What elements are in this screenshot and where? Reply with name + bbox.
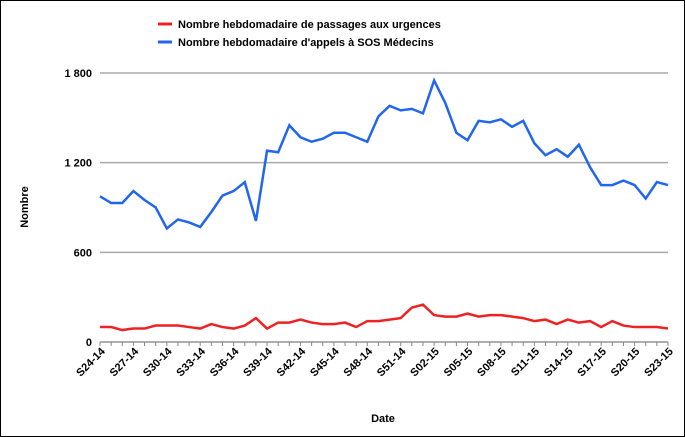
x-tick-label: S02-15 [408,346,442,380]
x-tick-label: S20-15 [609,346,643,380]
x-tick-label: S24-14 [74,345,108,379]
y-axis-label: Nombre [19,186,31,228]
legend-label: Nombre hebdomadaire de passages aux urge… [178,19,441,31]
x-tick-label: S39-14 [241,345,275,379]
x-axis-label: Date [371,413,395,425]
legend-label: Nombre hebdomadaire d'appels à SOS Médec… [178,37,434,49]
x-tick-label: S51-14 [375,345,409,379]
y-tick-label: 1 200 [64,158,92,170]
y-tick-label: 600 [74,247,92,259]
x-tick-label: S08-15 [475,346,509,380]
x-tick-label: S23-15 [642,346,676,380]
x-tick-label: S36-14 [208,345,242,379]
x-tick-label: S42-14 [275,345,309,379]
x-tick-label: S27-14 [108,345,142,379]
line-series [100,303,669,332]
x-tick-label: S11-15 [509,346,542,379]
x-tick-label: S30-14 [141,345,175,379]
x-tick-label: S14-15 [542,346,576,380]
x-tick-label: S48-14 [341,345,375,379]
x-tick-label: S33-14 [174,345,208,379]
x-tick-label: S45-14 [308,345,342,379]
y-tick-label: 1 800 [64,68,92,80]
y-tick-label: 0 [86,337,92,349]
x-tick-label: S05-15 [442,346,476,380]
x-tick-label: S17-15 [575,346,609,380]
line-series [99,77,669,231]
